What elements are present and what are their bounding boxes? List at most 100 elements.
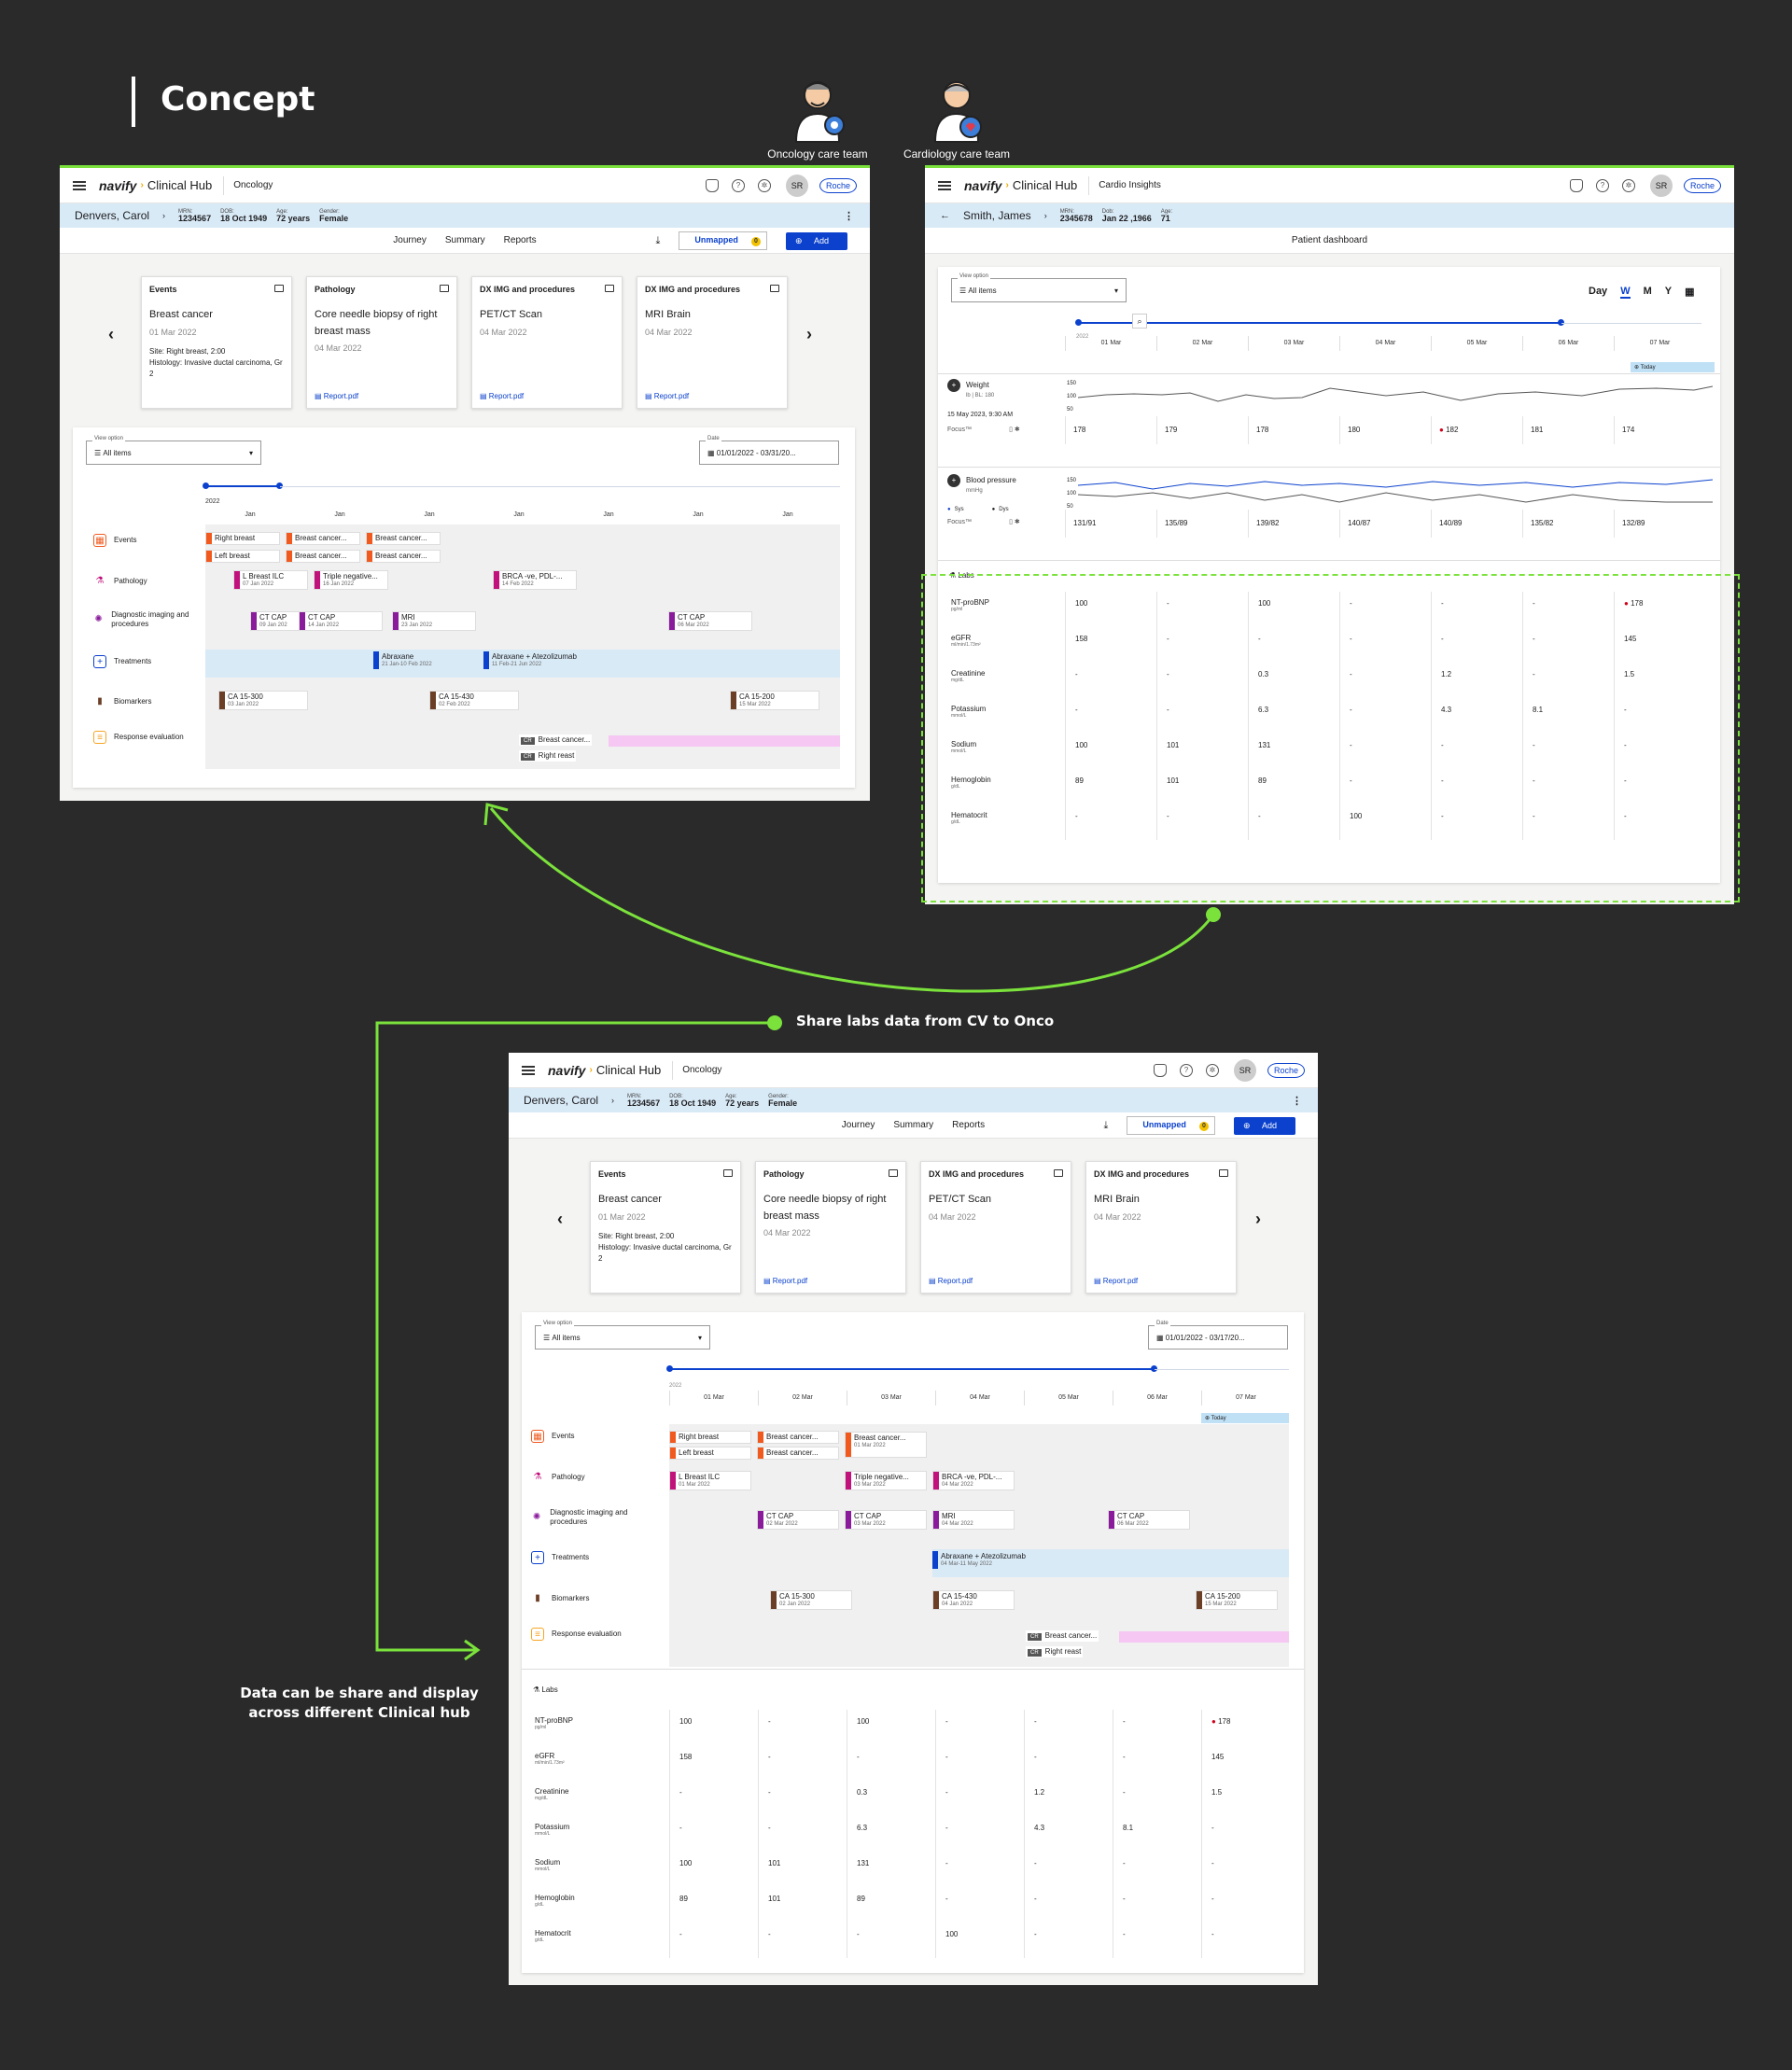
slider-handle[interactable] bbox=[666, 1365, 673, 1372]
more-icon[interactable]: ⋮ bbox=[1292, 1095, 1303, 1107]
slider-handle[interactable] bbox=[276, 483, 283, 489]
help-icon[interactable]: ? bbox=[1179, 1063, 1193, 1077]
menu-icon[interactable] bbox=[73, 180, 86, 190]
imaging-chip[interactable]: CT CAP 02 Mar 2022 bbox=[757, 1510, 839, 1530]
gear-icon[interactable]: ✲ bbox=[1621, 178, 1635, 192]
summary-card[interactable]: Pathology Core needle biopsy of right br… bbox=[306, 276, 457, 409]
summary-card[interactable]: Events Breast cancer 01 Mar 2022 Site: R… bbox=[141, 276, 292, 409]
biomarker-chip[interactable]: CA 15-200 15 Mar 2022 bbox=[730, 691, 819, 710]
imaging-chip[interactable]: MRI 23 Jan 2022 bbox=[392, 611, 476, 631]
tag-icon[interactable] bbox=[605, 285, 614, 292]
pathology-chip[interactable]: BRCA -ve, PDL-... 14 Feb 2022 bbox=[493, 570, 577, 590]
plus-circle-icon[interactable]: + bbox=[947, 379, 960, 392]
report-link[interactable]: ▤ Report.pdf bbox=[1094, 1277, 1139, 1285]
range-slider[interactable] bbox=[203, 483, 283, 489]
event-chip[interactable]: Breast cancer... bbox=[757, 1447, 839, 1460]
pathology-chip[interactable]: L Breast ILC 07 Jan 2022 bbox=[233, 570, 308, 590]
pathology-chip[interactable]: BRCA -ve, PDL-... 04 Mar 2022 bbox=[932, 1471, 1015, 1490]
event-chip[interactable]: Breast cancer... bbox=[286, 532, 360, 545]
date-range-field[interactable]: Date ▦ 01/01/2022 - 03/31/20... bbox=[699, 436, 839, 465]
tab-journey[interactable]: Journey bbox=[393, 235, 427, 245]
treatment-chip[interactable]: Abraxane + Atezolizumab 11 Feb-21 Jun 202… bbox=[483, 651, 623, 669]
bell-icon[interactable] bbox=[705, 178, 719, 192]
event-chip[interactable]: Breast cancer... bbox=[286, 550, 360, 563]
help-icon[interactable]: ? bbox=[1595, 178, 1609, 192]
event-chip[interactable]: Right breast bbox=[669, 1431, 751, 1444]
event-chip[interactable]: Breast cancer... 01 Mar 2022 bbox=[845, 1432, 927, 1458]
imaging-chip[interactable]: CT CAP 14 Jan 2022 bbox=[299, 611, 383, 631]
tab-patient-dashboard[interactable]: Patient dashboard bbox=[1291, 235, 1368, 245]
tag-icon[interactable] bbox=[1219, 1169, 1228, 1177]
add-button[interactable]: ⊕ Add bbox=[785, 231, 847, 250]
tag-icon[interactable] bbox=[723, 1169, 733, 1177]
view-option-select[interactable]: View option ☰ All items ▾ bbox=[86, 436, 261, 465]
summary-card[interactable]: Events Breast cancer 01 Mar 2022 Site: R… bbox=[590, 1161, 741, 1294]
event-chip[interactable]: Breast cancer... bbox=[757, 1431, 839, 1444]
view-option-select[interactable]: View option ☰ All items ▾ bbox=[951, 273, 1127, 302]
download-icon[interactable]: ⤓ bbox=[655, 234, 661, 246]
report-link[interactable]: ▤ Report.pdf bbox=[480, 392, 525, 400]
tab-summary[interactable]: Summary bbox=[444, 235, 485, 245]
chevron-right-icon[interactable]: › bbox=[1255, 1210, 1261, 1228]
scale-day[interactable]: Day bbox=[1589, 286, 1608, 297]
avatar[interactable]: SR bbox=[1649, 174, 1673, 197]
event-chip[interactable]: Left breast bbox=[205, 550, 280, 563]
zoom-icon[interactable]: ⌕ bbox=[1132, 314, 1147, 329]
calendar-icon[interactable]: ▦ bbox=[1685, 287, 1695, 298]
chevron-right-icon[interactable]: › bbox=[1043, 211, 1047, 220]
biomarker-chip[interactable]: CA 15-200 15 Mar 2022 bbox=[1196, 1590, 1278, 1610]
response-chip[interactable]: CR Breast cancer... bbox=[1026, 1630, 1099, 1642]
add-button[interactable]: ⊕ Add bbox=[1233, 1116, 1295, 1135]
imaging-chip[interactable]: MRI 04 Mar 2022 bbox=[932, 1510, 1015, 1530]
more-icon[interactable]: ⋮ bbox=[844, 210, 855, 222]
date-range-field[interactable]: Date ▦ 01/01/2022 - 03/17/20... bbox=[1148, 1321, 1288, 1350]
summary-card[interactable]: Pathology Core needle biopsy of right br… bbox=[755, 1161, 906, 1294]
report-link[interactable]: ▤ Report.pdf bbox=[763, 1277, 808, 1285]
tab-journey[interactable]: Journey bbox=[841, 1120, 875, 1130]
bell-icon[interactable] bbox=[1569, 178, 1583, 192]
scale-year[interactable]: Y bbox=[1664, 286, 1673, 297]
unmapped-button[interactable]: Unmapped 0 bbox=[1127, 1116, 1215, 1135]
tab-summary[interactable]: Summary bbox=[893, 1120, 934, 1130]
treatment-chip[interactable]: Abraxane + Atezolizumab 04 Mar-11 May 202… bbox=[932, 1551, 1119, 1569]
event-chip[interactable]: Right breast bbox=[205, 532, 280, 545]
scale-week[interactable]: W bbox=[1620, 286, 1631, 299]
gear-icon[interactable]: ✲ bbox=[757, 178, 771, 192]
event-chip[interactable]: Left breast bbox=[669, 1447, 751, 1460]
report-link[interactable]: ▤ Report.pdf bbox=[645, 392, 690, 400]
menu-icon[interactable] bbox=[938, 180, 951, 190]
tag-icon[interactable] bbox=[1054, 1169, 1063, 1177]
pathology-chip[interactable]: L Breast ILC 01 Mar 2022 bbox=[669, 1471, 751, 1490]
tag-icon[interactable] bbox=[889, 1169, 898, 1177]
biomarker-chip[interactable]: CA 15-300 02 Jan 2022 bbox=[770, 1590, 852, 1610]
slider-handle[interactable] bbox=[1151, 1365, 1157, 1372]
pathology-chip[interactable]: Triple negative... 16 Jan 2022 bbox=[314, 570, 388, 590]
bell-icon[interactable] bbox=[1153, 1063, 1167, 1077]
tag-icon[interactable] bbox=[770, 285, 779, 292]
chevron-left-icon[interactable]: ‹ bbox=[557, 1210, 563, 1228]
summary-card[interactable]: DX IMG and procedures PET/CT Scan 04 Mar… bbox=[471, 276, 623, 409]
gear-icon[interactable]: ✲ bbox=[1205, 1063, 1219, 1077]
back-arrow-icon[interactable]: ← bbox=[940, 210, 950, 221]
help-icon[interactable]: ? bbox=[731, 178, 745, 192]
treatment-chip[interactable]: Abraxane 21 Jan-10 Feb 2022 bbox=[373, 651, 478, 669]
tab-reports[interactable]: Reports bbox=[503, 235, 537, 245]
tag-icon[interactable] bbox=[440, 285, 449, 292]
response-chip[interactable]: CR Breast cancer... bbox=[519, 734, 593, 746]
pathology-chip[interactable]: Triple negative... 03 Mar 2022 bbox=[845, 1471, 927, 1490]
summary-card[interactable]: DX IMG and procedures MRI Brain 04 Mar 2… bbox=[637, 276, 788, 409]
chevron-left-icon[interactable]: ‹ bbox=[108, 325, 114, 343]
response-chip[interactable]: CR Right reast bbox=[519, 750, 577, 762]
biomarker-chip[interactable]: CA 15-430 04 Jan 2022 bbox=[932, 1590, 1015, 1610]
biomarker-chip[interactable]: CA 15-300 03 Jan 2022 bbox=[218, 691, 308, 710]
range-slider[interactable] bbox=[666, 1365, 1157, 1372]
event-chip[interactable]: Breast cancer... bbox=[366, 532, 441, 545]
plus-circle-icon[interactable]: + bbox=[947, 474, 960, 487]
event-chip[interactable]: Breast cancer... bbox=[366, 550, 441, 563]
chevron-right-icon[interactable]: › bbox=[806, 325, 812, 343]
response-chip[interactable]: CR Right reast bbox=[1026, 1646, 1084, 1657]
scale-month[interactable]: M bbox=[1643, 286, 1652, 297]
chevron-right-icon[interactable]: › bbox=[162, 211, 166, 220]
tab-reports[interactable]: Reports bbox=[952, 1120, 986, 1130]
menu-icon[interactable] bbox=[522, 1065, 535, 1075]
